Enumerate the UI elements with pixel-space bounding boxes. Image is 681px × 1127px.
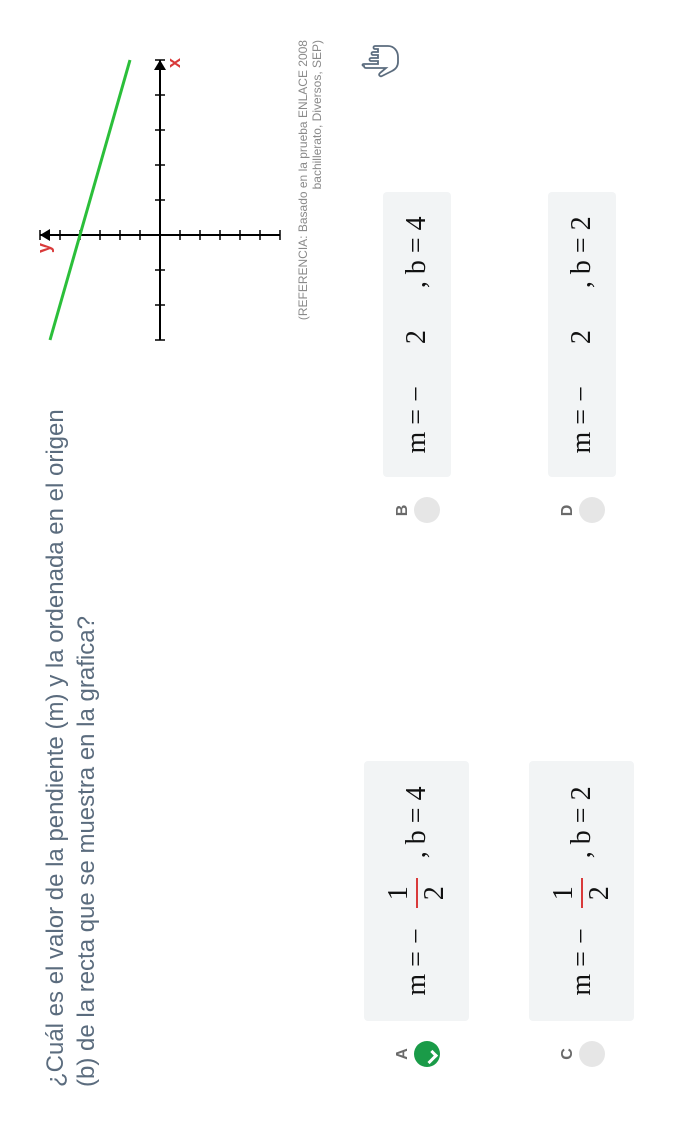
b-value: , b = 4	[401, 786, 433, 858]
check-icon	[414, 1041, 440, 1067]
option-c-card: m = − 1 2 , b = 2	[529, 761, 634, 1021]
radio-icon	[414, 498, 440, 524]
option-b-card: m = − 2 , b = 4	[383, 192, 451, 477]
option-a-card: m = − 1 2 , b = 4	[364, 761, 469, 1021]
m-prefix: m = −	[401, 928, 433, 995]
option-c[interactable]: C m = − 1 2 , b = 2	[529, 604, 634, 1068]
m-value: 2	[401, 330, 433, 344]
option-b-letter: B	[394, 505, 412, 517]
b-value: , b = 2	[566, 786, 598, 858]
option-b-badge: B	[394, 498, 440, 524]
radio-icon	[579, 498, 605, 524]
m-prefix: m = −	[566, 386, 598, 453]
option-d-formula: m = − 2 , b = 2	[566, 216, 598, 453]
option-a[interactable]: A m = − 1 2 , b = 4	[364, 604, 469, 1068]
svg-text:x: x	[164, 58, 184, 68]
b-value: , b = 2	[566, 216, 598, 288]
coordinate-graph: yx	[30, 50, 290, 350]
fraction: 1 2	[547, 878, 616, 908]
question-page: ¿Cuál es el valor de la pendiente (m) y …	[0, 0, 681, 1127]
svg-text:y: y	[34, 243, 54, 253]
numerator: 1	[382, 878, 418, 908]
option-d-card: m = − 2 , b = 2	[548, 192, 616, 477]
option-c-badge: C	[559, 1041, 605, 1067]
option-b-formula: m = − 2 , b = 4	[401, 216, 433, 453]
question-column: ¿Cuál es el valor de la pendiente (m) y …	[30, 390, 324, 1087]
top-row: ¿Cuál es el valor de la pendiente (m) y …	[30, 40, 324, 1087]
options-grid: A m = − 1 2 , b = 4 B	[364, 40, 634, 1087]
m-prefix: m = −	[401, 386, 433, 453]
option-a-formula: m = − 1 2 , b = 4	[382, 786, 451, 995]
option-d-badge: D	[559, 498, 605, 524]
option-a-letter: A	[394, 1048, 412, 1060]
option-c-letter: C	[559, 1048, 577, 1060]
radio-icon	[579, 1041, 605, 1067]
m-prefix: m = −	[566, 928, 598, 995]
option-d[interactable]: D m = − 2 , b = 2	[529, 60, 634, 524]
b-value: , b = 4	[401, 216, 433, 288]
pointer-hand-icon	[360, 44, 400, 78]
denominator: 2	[418, 878, 452, 908]
graph-column: yx (REFERENCIA: Basado en la prueba ENLA…	[30, 40, 324, 360]
fraction: 1 2	[382, 878, 451, 908]
numerator: 1	[547, 878, 583, 908]
option-b[interactable]: B m = − 2 , b = 4	[364, 60, 469, 524]
option-d-letter: D	[559, 505, 577, 517]
graph-svg: yx	[30, 50, 290, 350]
m-value: 2	[566, 330, 598, 344]
reference-text: (REFERENCIA: Basado en la prueba ENLACE …	[296, 40, 324, 360]
denominator: 2	[583, 878, 617, 908]
question-text: ¿Cuál es el valor de la pendiente (m) y …	[40, 390, 102, 1087]
option-c-formula: m = − 1 2 , b = 2	[547, 786, 616, 995]
option-a-badge: A	[394, 1041, 440, 1067]
